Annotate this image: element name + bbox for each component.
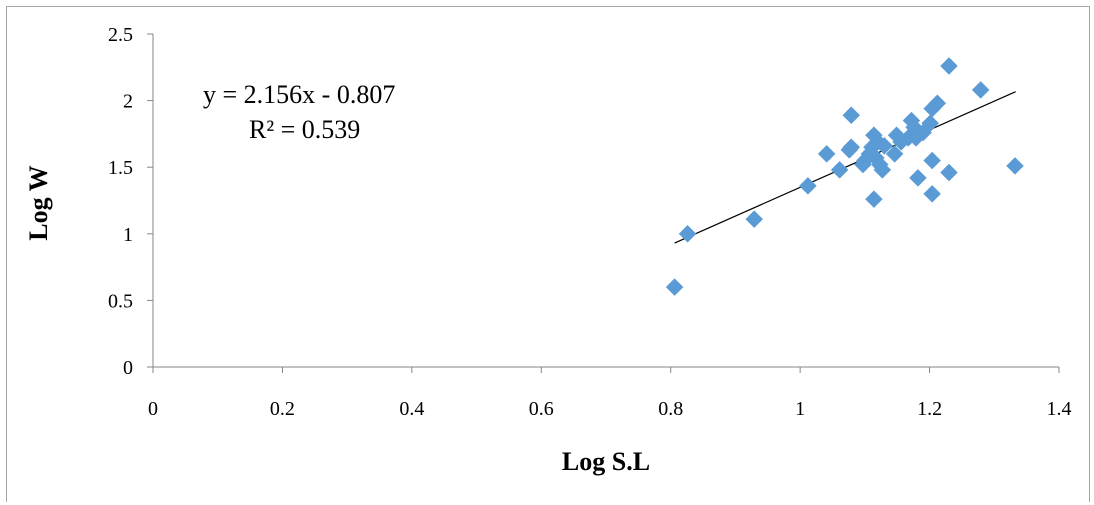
x-tick-label: 1 [795, 398, 805, 420]
x-tick-label: 0.4 [399, 398, 424, 420]
y-tick-label: 0.5 [108, 290, 133, 312]
x-tick-label: 0 [148, 398, 158, 420]
axes [147, 33, 1060, 373]
tick-labels: 0 0.5 1 1.5 2 2.5 0 0.2 0.4 0.6 0.8 1 1.2 1.4 [108, 24, 1072, 420]
data-point [665, 278, 684, 296]
x-tick-label: 1.4 [1047, 398, 1072, 420]
data-point [909, 169, 927, 187]
x-tick-label: 0.8 [658, 398, 683, 420]
y-axis-title: Log W [24, 165, 53, 240]
y-tick-label: 1 [123, 224, 133, 246]
y-tick-label: 2.5 [108, 24, 133, 46]
data-point [830, 161, 849, 179]
x-tick-label: 0.2 [270, 398, 295, 420]
y-tick-label: 2 [123, 91, 133, 113]
y-tick-label: 0 [123, 357, 133, 379]
data-point [799, 176, 817, 195]
x-tick-label: 0.6 [529, 398, 554, 420]
data-point [678, 224, 697, 243]
data-point [928, 94, 947, 113]
data-point [745, 210, 764, 229]
y-axis-title-group: Log W [24, 165, 53, 240]
r-squared-label: R² = 0.539 [249, 115, 360, 144]
y-tick-label: 1.5 [108, 157, 133, 179]
data-point [817, 145, 836, 163]
data-point [875, 137, 894, 155]
data-points [665, 57, 1024, 296]
data-point [873, 161, 892, 179]
data-point [923, 184, 942, 203]
data-point [940, 57, 958, 75]
data-point [842, 138, 861, 157]
data-point [865, 190, 883, 209]
chart-frame [6, 6, 1090, 502]
data-point [1006, 157, 1024, 175]
data-point [842, 106, 861, 125]
x-axis-title: Log S.L [562, 447, 650, 476]
trendline-equation: y = 2.156x - 0.807 [203, 80, 395, 109]
data-point [971, 81, 990, 99]
data-point [923, 151, 942, 170]
data-point [940, 163, 958, 182]
data-point [921, 114, 940, 133]
x-tick-label: 1.2 [917, 398, 942, 420]
data-point [885, 145, 904, 163]
